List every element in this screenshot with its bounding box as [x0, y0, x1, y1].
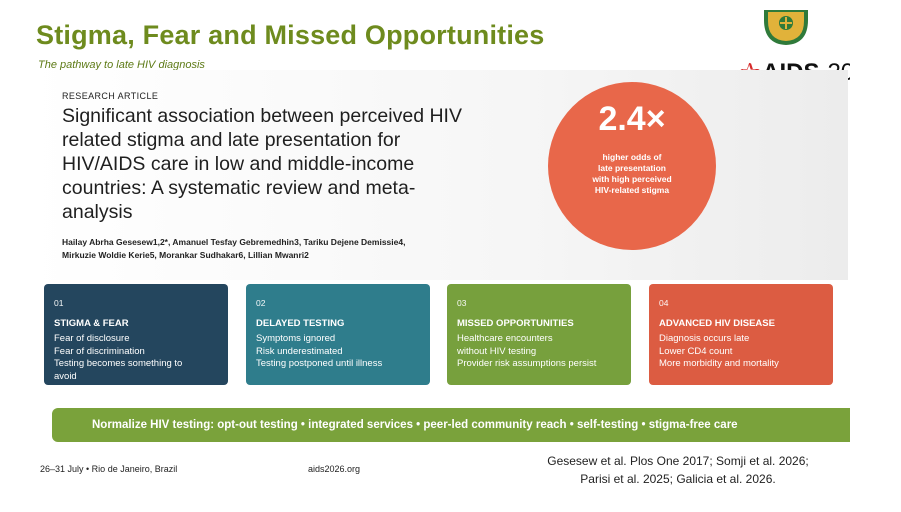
card-line: Provider risk assumptions persist — [457, 358, 597, 369]
card-heading: STIGMA & FEAR — [54, 318, 129, 329]
card-missed-opportunities: 03 MISSED OPPORTUNITIES Healthcare encou… — [447, 284, 631, 385]
references-line-1: Gesesew et al. Plos One 2017; Somji et a… — [547, 454, 809, 468]
card-line: Diagnosis occurs late — [659, 333, 750, 344]
stat-caption-line: higher odds of — [602, 152, 662, 162]
card-line: Healthcare encounters — [457, 333, 553, 344]
stat-circle: 2.4× higher odds of late presentation wi… — [548, 82, 716, 250]
card-heading: ADVANCED HIV DISEASE — [659, 318, 775, 329]
website-link[interactable]: aids2026.org — [308, 464, 361, 474]
card-line: Symptoms ignored — [256, 333, 336, 344]
card-advanced-hiv-disease: 04 ADVANCED HIV DISEASE Diagnosis occurs… — [649, 284, 833, 385]
outside-area — [850, 0, 901, 512]
card-number: 03 — [457, 298, 467, 308]
card-line: Testing postponed until illness — [256, 358, 383, 369]
article-authors: Hailay Abrha Gesesew1,2*, Amanuel Tesfay… — [62, 236, 482, 262]
stat-value: 2.4× — [598, 100, 666, 138]
card-line: More morbidity and mortality — [659, 358, 779, 369]
slide: Stigma, Fear and Missed Opportunities Th… — [30, 10, 855, 488]
card-line: Fear of disclosure — [54, 333, 130, 344]
card-number: 01 — [54, 298, 64, 308]
card-line: Risk underestimated — [256, 345, 343, 357]
card-line: Lower CD4 count — [659, 345, 733, 357]
slide-subtitle: The pathway to late HIV diagnosis — [38, 59, 205, 71]
stat-caption-line: HIV-related stigma — [594, 185, 670, 195]
stat-caption-line: late presentation — [597, 163, 667, 173]
card-line: without HIV testing — [457, 345, 537, 357]
card-delayed-testing: 02 DELAYED TESTING Symptoms ignored Risk… — [246, 284, 430, 385]
references: Gesesew et al. Plos One 2017; Somji et a… — [508, 452, 848, 488]
stat-caption-line: with high perceived — [592, 174, 672, 184]
card-line: avoid — [54, 370, 77, 382]
references-line-2: Parisi et al. 2025; Galicia et al. 2026. — [580, 472, 776, 486]
card-number: 02 — [256, 298, 266, 308]
conference-seal-icon — [764, 10, 808, 45]
card-heading: DELAYED TESTING — [256, 318, 345, 329]
card-number: 04 — [659, 298, 669, 308]
authors-line-2: Mirkuzie Woldie Kerie5, Morankar Sudhaka… — [62, 250, 309, 260]
card-line: Testing becomes something to — [54, 358, 183, 369]
card-stigma-fear: 01 STIGMA & FEAR Fear of disclosure Fear… — [44, 284, 228, 385]
article-title: Significant association between perceive… — [62, 105, 462, 223]
event-info: 26–31 July • Rio de Janeiro, Brazil — [40, 464, 178, 474]
card-line: Fear of discrimination — [54, 345, 145, 357]
card-heading: MISSED OPPORTUNITIES — [457, 318, 574, 329]
recommendation-banner: Normalize HIV testing: opt-out testing •… — [52, 408, 850, 442]
article-kicker: RESEARCH ARTICLE — [62, 91, 159, 101]
stat-caption: higher odds of late presentation with hi… — [592, 152, 672, 196]
slide-title: Stigma, Fear and Missed Opportunities — [36, 20, 545, 50]
authors-line-1: Hailay Abrha Gesesew1,2*, Amanuel Tesfay… — [62, 237, 406, 247]
